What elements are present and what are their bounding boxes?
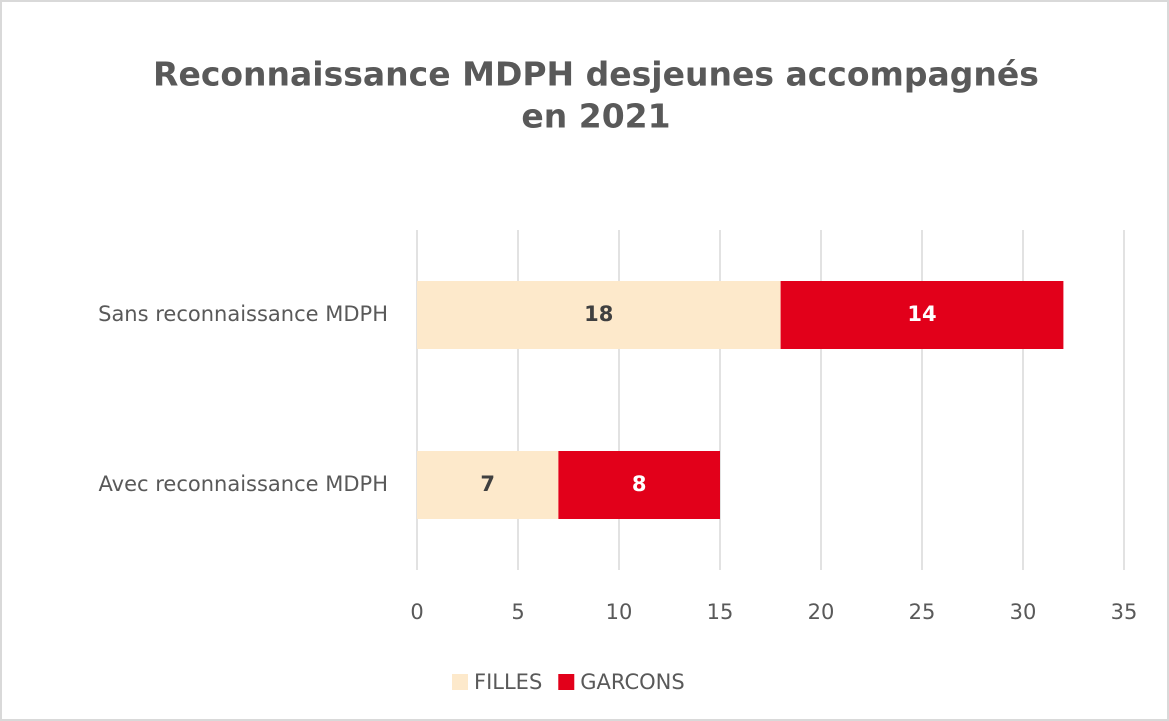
x-tick-label: 30 <box>1010 600 1037 624</box>
x-tick-label: 35 <box>1111 600 1138 624</box>
x-tick-label: 20 <box>808 600 835 624</box>
bar-segment <box>417 281 781 349</box>
y-tick-label: Sans reconnaissance MDPH <box>98 302 388 326</box>
legend-swatch <box>452 674 468 690</box>
y-tick-label: Avec reconnaissance MDPH <box>99 472 388 496</box>
data-label: 18 <box>584 302 613 326</box>
bar-segment <box>417 451 559 519</box>
data-label: 14 <box>907 302 936 326</box>
x-tick-label: 0 <box>410 600 423 624</box>
data-label: 8 <box>632 472 647 496</box>
bar-segment <box>780 281 1064 349</box>
chart-title: Reconnaissance MDPH desjeunes accompagné… <box>153 55 1039 94</box>
chart-title: en 2021 <box>521 97 670 136</box>
legend-label: FILLES <box>474 670 542 694</box>
x-tick-label: 15 <box>707 600 734 624</box>
legend-swatch <box>558 674 575 690</box>
x-tick-label: 5 <box>511 600 524 624</box>
x-tick-label: 10 <box>606 600 633 624</box>
x-tick-label: 25 <box>909 600 936 624</box>
legend-label: GARCONS <box>580 670 684 694</box>
data-label: 7 <box>480 472 495 496</box>
bar-segment <box>558 451 720 519</box>
